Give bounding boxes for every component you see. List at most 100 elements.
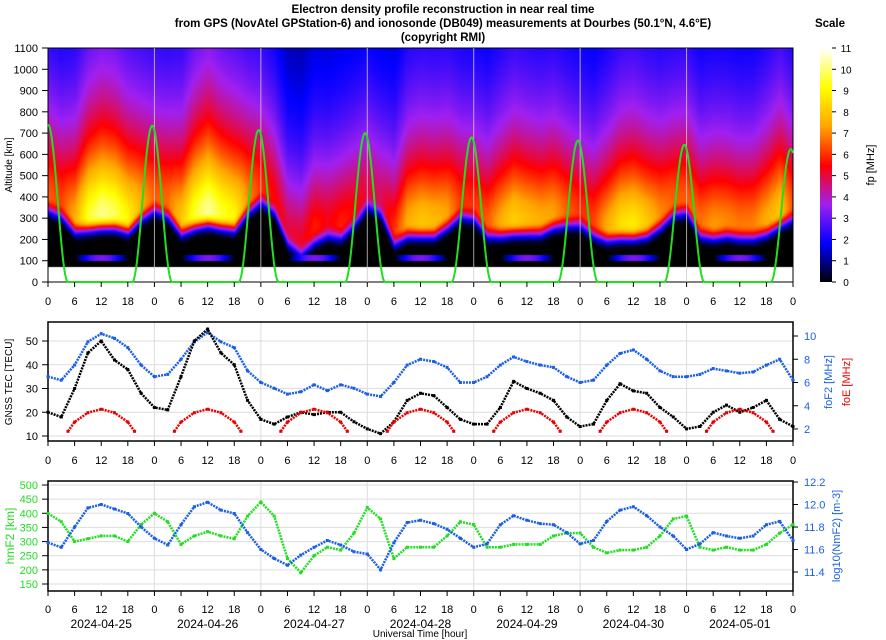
panel-3-hour-label: 18 [441, 604, 453, 616]
foE-point [192, 411, 196, 415]
panel-2-hour-label: 6 [710, 455, 716, 467]
foE-point [598, 429, 602, 433]
foE-point [631, 407, 635, 411]
foE-point [512, 411, 516, 415]
foF2-point [392, 381, 396, 384]
foE-point [206, 407, 210, 411]
panel-3-hour-label: 18 [228, 604, 240, 616]
panel-2-hour-label: 0 [684, 455, 690, 467]
date-label: 2024-05-01 [709, 617, 771, 631]
tec-point [711, 410, 715, 414]
hmF2-point [232, 537, 236, 541]
tec-point [445, 406, 449, 409]
date-label: 2024-04-25 [71, 617, 133, 631]
panel-1-hour-label: 18 [760, 296, 772, 308]
tec-point [46, 410, 50, 414]
tec-point [405, 398, 409, 402]
tec-line [47, 327, 794, 436]
panel-1-hour-label: 18 [228, 296, 240, 308]
foF2-point [631, 348, 635, 352]
foE-point [312, 407, 316, 411]
NmF2-point [392, 541, 396, 545]
tec-point [698, 425, 702, 428]
altitude-tick-label: 1100 [14, 43, 38, 55]
panel-1-hour-label: 0 [258, 296, 264, 308]
hmF2-point [432, 545, 436, 549]
tec-point [552, 398, 556, 402]
colorbar-tick-label: 0 [843, 278, 849, 289]
NmF2-tick-label: 12.2 [804, 477, 825, 489]
panel-1-hour-label: 12 [202, 296, 214, 308]
panel-2-hour-label: 6 [72, 455, 78, 467]
panel-3-hour-label: 18 [122, 604, 134, 616]
tec-point [791, 425, 795, 428]
panel-1-hour-label: 0 [471, 296, 477, 308]
colorbar-tick-label: 9 [843, 87, 849, 98]
foF2-point [671, 375, 675, 379]
hmF2-point [645, 545, 649, 549]
hmF2-point [658, 534, 662, 538]
foF2-point [578, 381, 582, 384]
foF2-point [458, 381, 462, 384]
tec-axis-label: GNSS TEC [TECU] [4, 339, 15, 426]
panel-3-hour-label: 0 [684, 604, 690, 616]
NmF2-point [645, 514, 649, 518]
altitude-tick-label: 800 [20, 107, 38, 119]
foF2-point [232, 346, 236, 350]
foF2-point [166, 372, 170, 376]
NmF2-point [59, 545, 63, 549]
foF2-point [99, 332, 103, 336]
tec-point [738, 410, 742, 414]
tec-point [219, 351, 223, 355]
green-curve-line [47, 123, 794, 283]
panel-3-hour-label: 0 [364, 604, 370, 616]
tec-point [139, 391, 143, 395]
panel-2-hour-label: 18 [654, 455, 666, 467]
hmF2-tick-label: 300 [20, 537, 38, 549]
NmF2-point [472, 545, 476, 549]
panel-2-hour-label: 12 [734, 455, 746, 467]
hmF2-point [764, 542, 768, 546]
panel-2-hour-label: 12 [202, 455, 214, 467]
hmF2-point [325, 545, 329, 549]
altitude-tick-label: 200 [20, 234, 38, 246]
panel-1-hour-label: 6 [178, 296, 184, 308]
NmF2-point [325, 539, 329, 542]
NmF2-point [219, 508, 223, 512]
panel-1-hour-label: 18 [441, 296, 453, 308]
foE-point [538, 411, 542, 415]
panel-1-hour-label: 0 [151, 296, 157, 308]
foE-point [452, 429, 456, 433]
tec-point [764, 398, 768, 402]
NmF2-point [738, 536, 742, 540]
tec-tick-label: 40 [26, 360, 38, 372]
NmF2-point [192, 505, 196, 509]
panel-3-hour-label: 0 [45, 604, 51, 616]
panel-2-hour-label: 0 [258, 455, 264, 467]
tec-point [498, 406, 502, 409]
altitude-tick-label: 300 [20, 213, 38, 225]
foF2-point [126, 346, 130, 350]
foF2-point [618, 351, 622, 355]
tec-point [685, 427, 689, 431]
tec-point [246, 398, 250, 402]
foE-point [126, 420, 130, 424]
hmF2-point [352, 531, 356, 535]
NmF2-point [285, 563, 289, 567]
foE-point [232, 420, 236, 424]
foE-point [345, 429, 349, 433]
title-line-2: from GPS (NovAtel GPStation-6) and ionos… [174, 18, 712, 30]
hmF2-point [285, 557, 289, 561]
tec-point [538, 391, 542, 395]
date-label: 2024-04-26 [177, 617, 239, 631]
hmF2-tick-label: 200 [20, 565, 38, 577]
foF2-point [152, 375, 156, 379]
tec-point [59, 415, 63, 419]
tec-point [419, 391, 422, 395]
panel-2-hour-label: 6 [178, 455, 184, 467]
tec-point [458, 417, 462, 421]
foF2-point [325, 389, 329, 393]
NmF2-point [99, 503, 103, 506]
altitude-tick-label: 500 [20, 171, 38, 183]
